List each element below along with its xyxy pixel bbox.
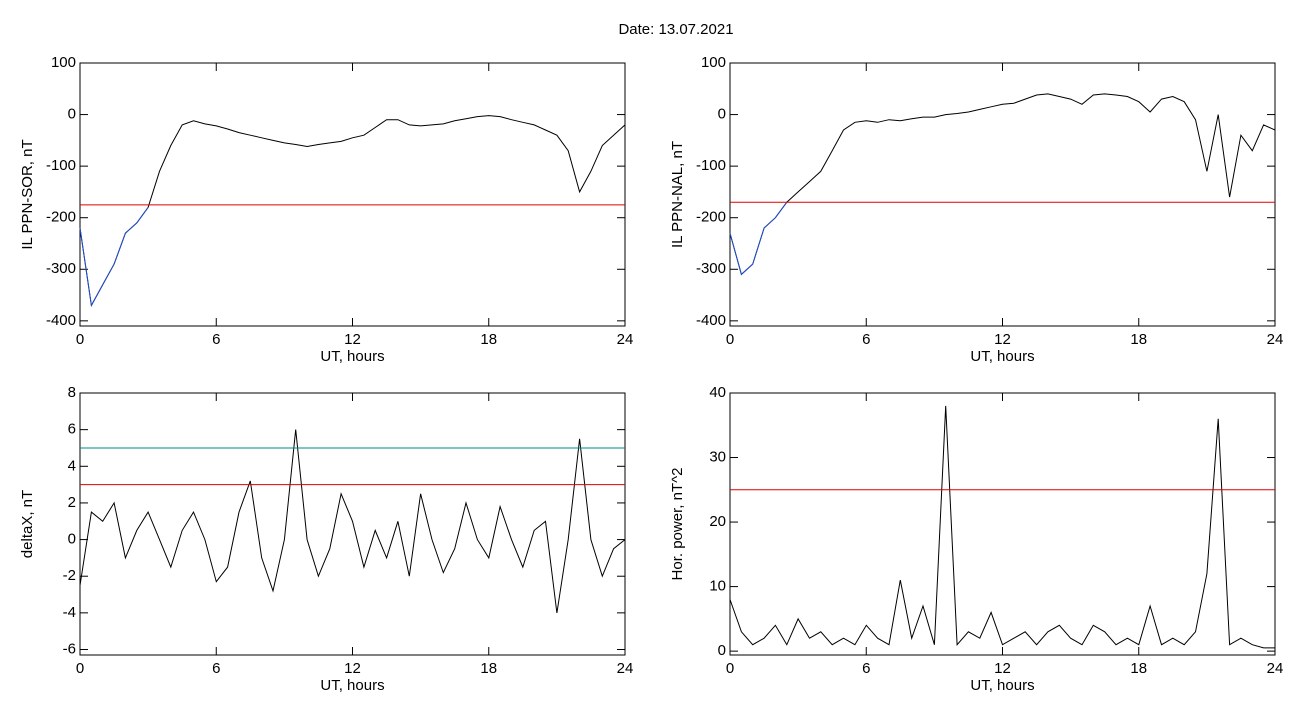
y-tick-label: -2 [63,567,76,584]
y-tick-label: 100 [51,54,76,71]
y-tick-label: 0 [718,642,726,659]
plot-frame [79,62,626,327]
y-tick-label: 0 [68,106,76,123]
x-tick-label: 18 [1130,660,1147,677]
x-tick-label: 0 [76,331,84,348]
y-tick-label: 2 [68,494,76,511]
y-tick-label: -400 [696,312,726,329]
x-tick-label: 6 [212,660,220,677]
data-line [729,405,1275,649]
x-tick-label: 6 [212,331,220,348]
data-line [729,201,788,276]
x-tick-label: 6 [862,660,870,677]
y-axis-label: deltaX, nT [19,490,36,558]
y-tick-label: -200 [46,209,76,226]
y-tick-label: 6 [68,421,76,438]
y-tick-label: 0 [68,531,76,548]
y-tick-label: 10 [709,578,726,595]
y-tick-label: -400 [46,312,76,329]
data-line [729,93,1276,276]
data-line [79,115,626,307]
figure-title: Date: 13.07.2021 [618,21,733,38]
y-tick-label: 40 [709,384,726,401]
x-tick-label: 24 [1267,660,1284,677]
data-line [79,207,149,307]
x-tick-label: 24 [617,331,634,348]
x-axis-label: UT, hours [970,677,1034,694]
y-axis-label: Hor. power, nT^2 [669,468,686,581]
y-tick-label: -6 [63,640,76,657]
x-tick-label: 18 [480,331,497,348]
data-line [79,429,626,613]
y-axis-label: IL PPN-SOR, nT [19,139,36,249]
x-tick-label: 0 [726,331,734,348]
x-axis-label: UT, hours [970,348,1034,365]
y-tick-label: 8 [68,384,76,401]
plot-frame [729,392,1276,656]
plot-frame [729,62,1276,327]
x-tick-label: 12 [344,331,361,348]
x-tick-label: 24 [617,660,634,677]
x-tick-label: 18 [480,660,497,677]
x-tick-label: 24 [1267,331,1284,348]
y-tick-label: -100 [696,157,726,174]
y-tick-label: -200 [696,209,726,226]
y-tick-label: 30 [709,449,726,466]
x-tick-label: 12 [994,331,1011,348]
y-tick-label: -300 [696,260,726,277]
plot-frame [79,392,626,656]
y-tick-label: 20 [709,513,726,530]
y-axis-label: IL PPN-NAL, nT [669,141,686,248]
y-tick-label: 100 [701,54,726,71]
y-tick-label: -4 [63,604,76,621]
y-tick-label: 0 [718,106,726,123]
x-tick-label: 6 [862,331,870,348]
x-axis-label: UT, hours [320,677,384,694]
x-tick-label: 0 [76,660,84,677]
y-tick-label: 4 [68,457,76,474]
x-tick-label: 0 [726,660,734,677]
y-tick-label: -300 [46,260,76,277]
x-axis-label: UT, hours [320,348,384,365]
x-tick-label: 12 [344,660,361,677]
y-tick-label: -100 [46,157,76,174]
x-tick-label: 18 [1130,331,1147,348]
x-tick-label: 12 [994,660,1011,677]
